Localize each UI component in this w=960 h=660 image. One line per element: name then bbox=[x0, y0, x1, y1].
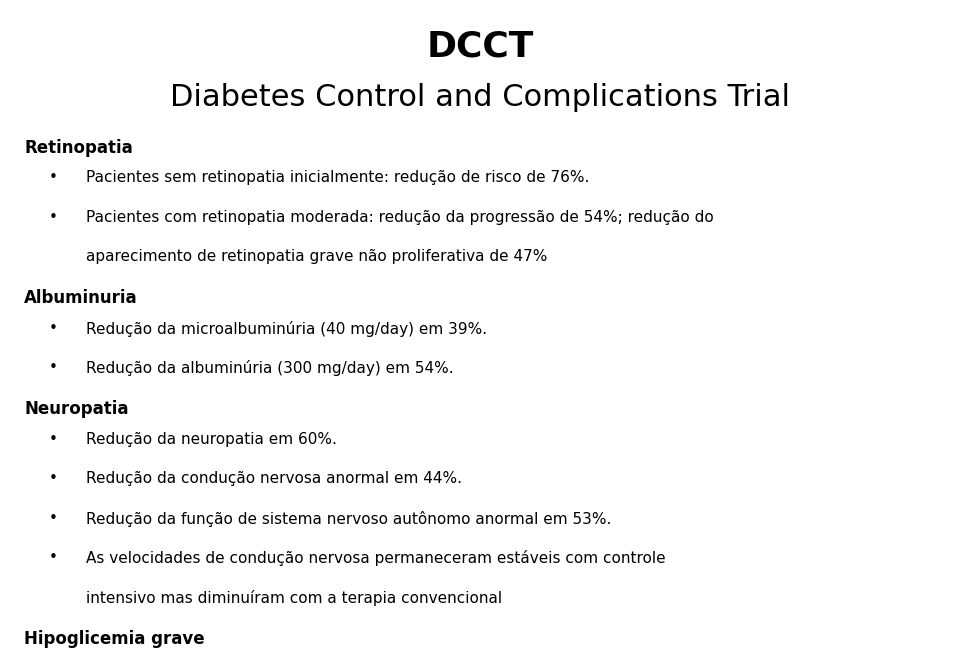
Text: intensivo mas diminuíram com a terapia convencional: intensivo mas diminuíram com a terapia c… bbox=[86, 590, 502, 606]
Text: •: • bbox=[48, 511, 58, 526]
Text: Redução da neuropatia em 60%.: Redução da neuropatia em 60%. bbox=[86, 432, 337, 447]
Text: Redução da albuminúria (300 mg/day) em 54%.: Redução da albuminúria (300 mg/day) em 5… bbox=[86, 360, 454, 376]
Text: Pacientes sem retinopatia inicialmente: redução de risco de 76%.: Pacientes sem retinopatia inicialmente: … bbox=[86, 170, 589, 185]
Text: Albuminuria: Albuminuria bbox=[24, 289, 137, 307]
Text: Neuropatia: Neuropatia bbox=[24, 400, 129, 418]
Text: •: • bbox=[48, 432, 58, 447]
Text: •: • bbox=[48, 360, 58, 376]
Text: As velocidades de condução nervosa permaneceram estáveis com controle: As velocidades de condução nervosa perma… bbox=[86, 550, 666, 566]
Text: •: • bbox=[48, 471, 58, 486]
Text: aparecimento de retinopatia grave não proliferativa de 47%: aparecimento de retinopatia grave não pr… bbox=[86, 249, 548, 265]
Text: Pacientes com retinopatia moderada: redução da progressão de 54%; redução do: Pacientes com retinopatia moderada: redu… bbox=[86, 210, 714, 225]
Text: •: • bbox=[48, 550, 58, 566]
Text: •: • bbox=[48, 321, 58, 336]
Text: Hipoglicemia grave: Hipoglicemia grave bbox=[24, 630, 204, 647]
Text: Diabetes Control and Complications Trial: Diabetes Control and Complications Trial bbox=[170, 82, 790, 112]
Text: Retinopatia: Retinopatia bbox=[24, 139, 132, 156]
Text: •: • bbox=[48, 170, 58, 185]
Text: Redução da condução nervosa anormal em 44%.: Redução da condução nervosa anormal em 4… bbox=[86, 471, 463, 486]
Text: •: • bbox=[48, 210, 58, 225]
Text: Redução da microalbuminúria (40 mg/day) em 39%.: Redução da microalbuminúria (40 mg/day) … bbox=[86, 321, 488, 337]
Text: Redução da função de sistema nervoso autônomo anormal em 53%.: Redução da função de sistema nervoso aut… bbox=[86, 511, 612, 527]
Text: DCCT: DCCT bbox=[426, 30, 534, 64]
